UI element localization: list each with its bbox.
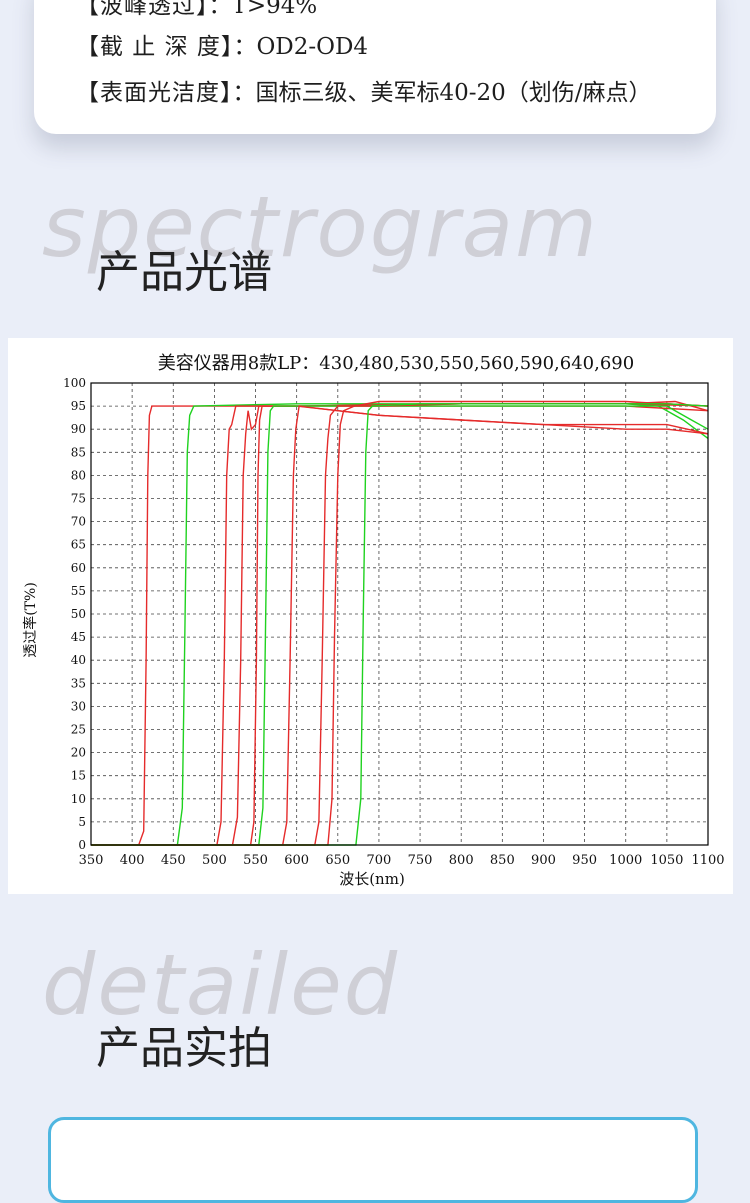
y-tick-label: 65	[71, 538, 86, 552]
series-line-4	[91, 405, 709, 846]
y-tick-label: 100	[63, 376, 86, 390]
x-tick-label: 600	[284, 853, 309, 868]
y-tick-label: 15	[71, 769, 86, 783]
spectrum-chart-panel: 美容仪器用8款LP：430,480,530,550,560,590,640,69…	[8, 338, 733, 894]
y-tick-label: 40	[71, 653, 86, 667]
y-tick-label: 35	[71, 676, 86, 690]
detailed-watermark: detailed	[42, 936, 400, 1034]
y-tick-label: 75	[71, 492, 86, 506]
series-line-10	[91, 403, 709, 846]
x-tick-label: 450	[161, 853, 186, 868]
y-tick-label: 0	[78, 838, 86, 852]
x-tick-label: 550	[243, 853, 268, 868]
x-tick-label: 750	[408, 853, 433, 868]
y-tick-label: 95	[71, 399, 86, 413]
spectrogram-watermark: spectrogram	[42, 178, 599, 276]
spec-value: ：T>94%	[208, 0, 318, 19]
spec-key: 【波峰透过】	[76, 0, 209, 19]
spectrum-section-title: 产品光谱	[96, 247, 272, 298]
x-tick-label: 900	[531, 853, 556, 868]
spectrum-chart: 美容仪器用8款LP：430,480,530,550,560,590,640,69…	[22, 353, 725, 888]
spec-line-peak-transmission: 【波峰透过】：T>94%	[76, 0, 317, 20]
y-tick-label: 80	[71, 468, 86, 482]
y-tick-label: 70	[71, 515, 86, 529]
spec-value: ：国标三级、美军标40-20（划伤/麻点）	[232, 80, 652, 106]
x-tick-label: 1050	[650, 853, 683, 868]
x-tick-label: 850	[490, 853, 515, 868]
y-tick-label: 10	[71, 792, 86, 806]
x-tick-label: 800	[449, 853, 474, 868]
y-tick-label: 25	[71, 723, 86, 737]
y-tick-label: 5	[78, 815, 86, 829]
chart-y-axis-label: 透过率(T%)	[22, 582, 39, 658]
x-tick-label: 1000	[609, 853, 642, 868]
x-tick-label: 650	[325, 853, 350, 868]
series-line-7	[91, 405, 709, 846]
x-tick-label: 700	[367, 853, 392, 868]
series-line-9	[91, 400, 709, 846]
series-line-8	[91, 403, 709, 846]
x-tick-label: 950	[572, 853, 597, 868]
x-tick-label: 500	[202, 853, 227, 868]
x-tick-label: 1100	[691, 853, 724, 868]
spec-card	[34, 0, 716, 134]
y-tick-label: 45	[71, 630, 86, 644]
y-tick-label: 50	[71, 607, 86, 621]
spec-value: ：OD2-OD4	[233, 34, 369, 60]
y-tick-label: 20	[71, 746, 86, 760]
series-line-1	[91, 403, 709, 846]
spec-key: 【截 止 深 度】	[76, 34, 234, 60]
chart-title: 美容仪器用8款LP：430,480,530,550,560,590,640,69…	[158, 353, 634, 374]
spec-line-cutoff-depth: 【截 止 深 度】：OD2-OD4	[76, 27, 368, 61]
x-tick-label: 350	[79, 853, 104, 868]
series-line-6	[91, 405, 709, 846]
chart-grid	[91, 383, 708, 845]
chart-ticks: 350 400 450 500 550 600 650 700 750 800 850 900 950 1…	[63, 376, 724, 868]
series-line-5	[91, 405, 709, 846]
y-tick-label: 55	[71, 584, 86, 598]
plot-frame	[90, 382, 709, 846]
y-tick-label: 60	[71, 561, 86, 575]
spec-key: 【表面光洁度】	[76, 80, 233, 106]
chart-series	[91, 400, 709, 846]
spec-line-surface-quality: 【表面光洁度】：国标三级、美军标40-20（划伤/麻点）	[76, 73, 652, 107]
chart-x-axis-label: 波长(nm)	[339, 870, 405, 888]
series-line-3	[91, 400, 709, 846]
y-tick-label: 90	[71, 422, 86, 436]
series-line-2	[91, 403, 709, 846]
detail-section-title: 产品实拍	[96, 1023, 272, 1074]
y-tick-label: 85	[71, 445, 86, 459]
x-tick-label: 400	[120, 853, 145, 868]
product-photo-frame	[48, 1117, 698, 1203]
y-tick-label: 30	[71, 699, 86, 713]
